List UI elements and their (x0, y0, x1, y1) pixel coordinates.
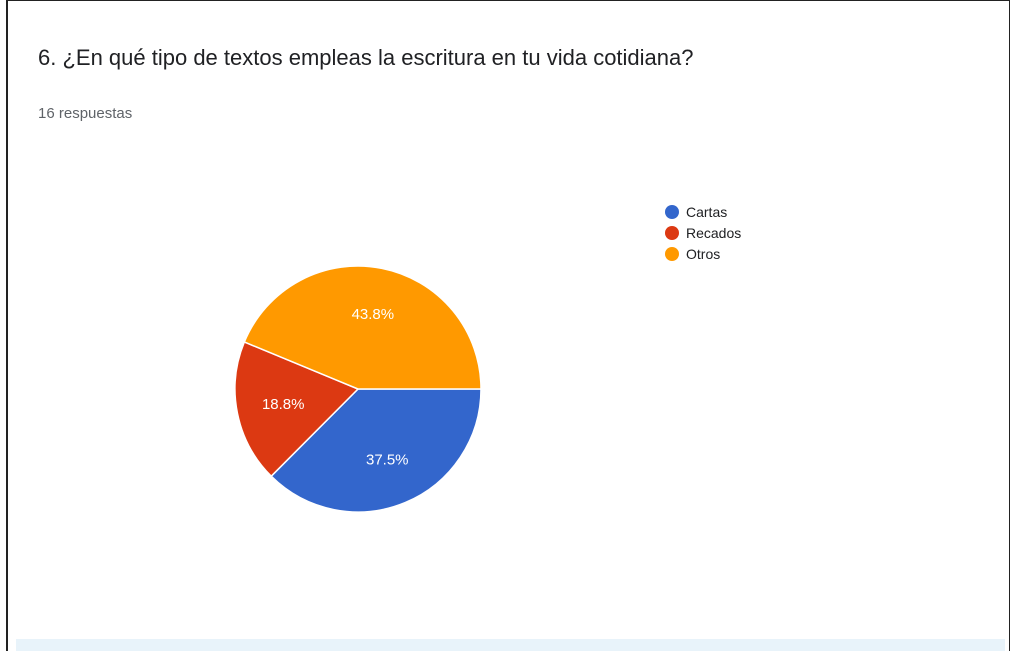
legend-label-cartas: Cartas (686, 204, 727, 220)
response-count: 16 respuestas (38, 105, 133, 122)
form-response-card: 6. ¿En qué tipo de textos empleas la esc… (6, 0, 1010, 651)
pie-slice-otros (243, 265, 482, 390)
legend-marker-cartas (665, 205, 679, 219)
slice-label-recados: 18.8% (262, 396, 305, 413)
pie-slice-cartas (270, 388, 482, 513)
slice-label-otros: 43.8% (352, 306, 395, 323)
legend-marker-otros (665, 247, 679, 261)
card-bottom-band (16, 639, 1005, 651)
pie-slice-recados (234, 340, 360, 478)
question-title: 6. ¿En qué tipo de textos empleas la esc… (38, 45, 694, 70)
legend-label-otros: Otros (686, 246, 720, 262)
legend-marker-recados (665, 226, 679, 240)
slice-label-cartas: 37.5% (366, 451, 409, 468)
legend-label-recados: Recados (686, 225, 741, 241)
